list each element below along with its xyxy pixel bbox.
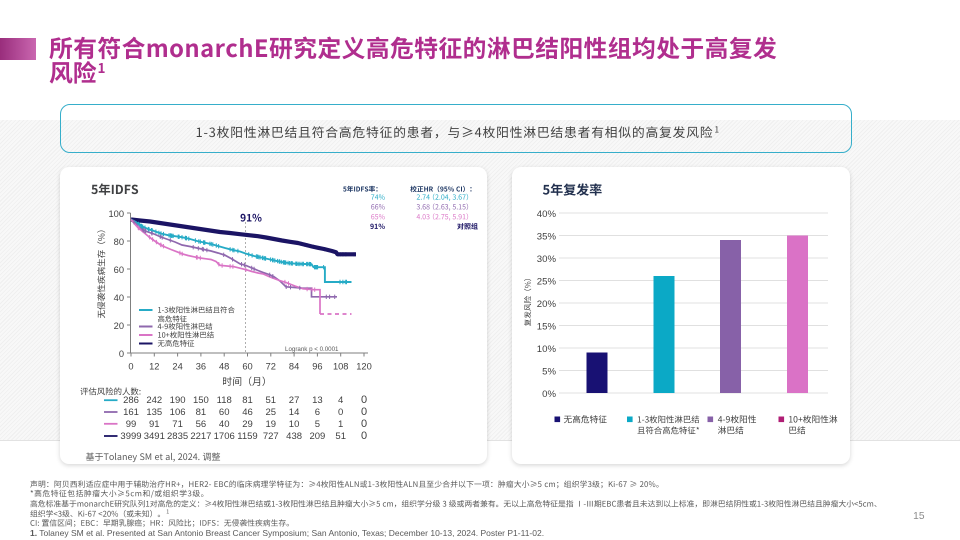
svg-text:10%: 10% [537,344,557,355]
svg-text:60: 60 [114,265,124,275]
svg-text:72: 72 [266,362,276,372]
svg-text:24: 24 [172,362,182,372]
svg-text:5: 5 [315,419,320,430]
svg-text:727: 727 [263,431,279,442]
svg-text:40: 40 [219,419,230,430]
svg-text:60: 60 [219,407,230,418]
svg-text:81: 81 [242,395,253,406]
svg-text:135: 135 [146,407,162,418]
svg-text:150: 150 [193,395,209,406]
svg-text:56: 56 [196,419,207,430]
svg-text:0: 0 [119,349,124,359]
svg-text:71: 71 [172,419,183,430]
svg-text:29: 29 [242,419,253,430]
svg-text:0: 0 [361,430,367,442]
svg-text:14: 14 [289,407,300,418]
svg-text:2835: 2835 [167,431,188,442]
svg-text:438: 438 [286,431,302,442]
svg-text:3999: 3999 [120,431,141,442]
svg-text:51: 51 [335,431,346,442]
svg-text:0: 0 [128,362,133,372]
svg-text:51: 51 [266,395,277,406]
svg-text:1706: 1706 [214,431,235,442]
svg-text:1. Tolaney SM et al. Presented: 1. Tolaney SM et al. Presented at San An… [30,528,544,538]
svg-text:100: 100 [108,209,124,219]
svg-text:15%: 15% [537,322,557,333]
svg-text:25: 25 [266,407,277,418]
svg-text:209: 209 [309,431,325,442]
svg-text:40: 40 [114,293,124,303]
svg-text:48: 48 [219,362,229,372]
svg-text:0: 0 [361,418,367,430]
svg-text:84: 84 [289,362,299,372]
svg-text:40%: 40% [537,209,557,220]
svg-text:1159: 1159 [237,431,257,442]
svg-text:190: 190 [170,395,186,406]
svg-text:35%: 35% [537,232,557,243]
svg-text:12: 12 [149,362,159,372]
svg-text:25%: 25% [537,277,557,288]
svg-text:6: 6 [315,407,320,418]
svg-text:4: 4 [338,395,343,406]
svg-text:108: 108 [333,362,349,372]
svg-text:242: 242 [146,395,162,406]
svg-text:46: 46 [242,407,253,418]
svg-text:27: 27 [289,395,300,406]
svg-text:0: 0 [361,394,367,406]
svg-text:10: 10 [289,419,300,430]
svg-text:19: 19 [266,419,277,430]
svg-text:118: 118 [217,395,232,406]
svg-text:2217: 2217 [190,431,211,442]
svg-text:286: 286 [123,395,139,406]
svg-text:36: 36 [196,362,206,372]
svg-text:15: 15 [913,511,925,522]
svg-text:60: 60 [242,362,252,372]
svg-text:13: 13 [312,395,323,406]
svg-text:0: 0 [361,406,367,418]
svg-text:0: 0 [338,407,343,418]
svg-text:0%: 0% [542,389,556,400]
svg-text:3491: 3491 [144,431,165,442]
svg-text:20: 20 [114,321,124,331]
svg-text:20%: 20% [537,299,557,310]
svg-text:106: 106 [170,407,186,418]
svg-text:30%: 30% [537,254,557,265]
svg-text:81: 81 [196,407,207,418]
svg-text:80: 80 [114,237,124,247]
svg-text:Logrank p < 0.0001: Logrank p < 0.0001 [285,346,339,353]
svg-text:1: 1 [338,419,343,430]
svg-text:5%: 5% [542,367,556,378]
svg-text:99: 99 [126,419,137,430]
svg-text:91: 91 [149,419,160,430]
svg-text:96: 96 [312,362,322,372]
svg-text:120: 120 [356,362,372,372]
svg-text:161: 161 [123,407,139,418]
